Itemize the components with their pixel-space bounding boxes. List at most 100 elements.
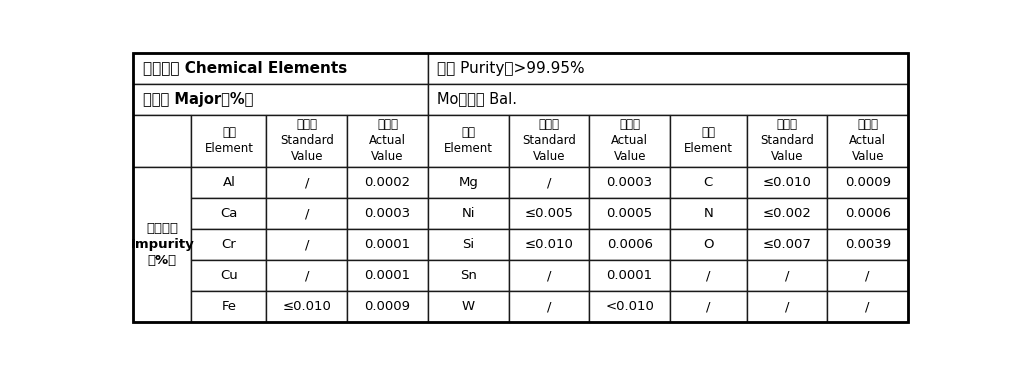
Text: Al: Al bbox=[223, 176, 236, 189]
Bar bbox=[347, 229, 428, 260]
Text: <0.010: <0.010 bbox=[606, 300, 654, 313]
Bar bbox=[589, 198, 670, 229]
Bar bbox=[266, 229, 347, 260]
Text: /: / bbox=[784, 269, 789, 282]
Bar bbox=[747, 115, 827, 167]
Bar bbox=[191, 167, 266, 198]
Bar bbox=[428, 115, 509, 167]
Bar bbox=[747, 198, 827, 229]
Bar bbox=[747, 229, 827, 260]
Text: ≤0.007: ≤0.007 bbox=[763, 238, 812, 251]
Text: /: / bbox=[305, 269, 309, 282]
Text: ≤0.010: ≤0.010 bbox=[282, 300, 331, 313]
Bar bbox=[509, 115, 589, 167]
Bar bbox=[266, 198, 347, 229]
Bar bbox=[191, 291, 266, 322]
Text: /: / bbox=[305, 238, 309, 251]
Bar bbox=[428, 53, 908, 83]
Bar bbox=[347, 198, 428, 229]
Bar bbox=[428, 198, 509, 229]
Text: 实际值
Actual
Value: 实际值 Actual Value bbox=[849, 118, 886, 163]
Bar bbox=[670, 198, 747, 229]
Bar bbox=[747, 167, 827, 198]
Text: 纯度 Purity：>99.95%: 纯度 Purity：>99.95% bbox=[437, 60, 585, 76]
Bar bbox=[133, 115, 191, 167]
Text: /: / bbox=[305, 207, 309, 220]
Bar bbox=[589, 260, 670, 291]
Bar bbox=[670, 291, 747, 322]
Bar bbox=[747, 291, 827, 322]
Text: ≤0.010: ≤0.010 bbox=[763, 176, 812, 189]
Bar bbox=[827, 167, 908, 198]
Bar bbox=[827, 291, 908, 322]
Text: 0.0009: 0.0009 bbox=[365, 300, 410, 313]
Text: 0.0003: 0.0003 bbox=[607, 176, 652, 189]
Bar bbox=[589, 167, 670, 198]
Bar bbox=[266, 260, 347, 291]
Text: 杂质元素
Impurity
（%）: 杂质元素 Impurity （%） bbox=[130, 222, 194, 267]
Text: /: / bbox=[866, 300, 870, 313]
Text: Cr: Cr bbox=[221, 238, 237, 251]
Text: Fe: Fe bbox=[221, 300, 237, 313]
Bar bbox=[827, 260, 908, 291]
Bar bbox=[509, 198, 589, 229]
Text: 0.0001: 0.0001 bbox=[365, 238, 410, 251]
Text: /: / bbox=[706, 300, 710, 313]
Bar bbox=[191, 260, 266, 291]
Text: ≤0.002: ≤0.002 bbox=[763, 207, 812, 220]
Text: 元素
Element: 元素 Element bbox=[444, 127, 493, 155]
Text: Mo：余量 Bal.: Mo：余量 Bal. bbox=[437, 92, 517, 106]
Bar bbox=[191, 229, 266, 260]
Bar bbox=[191, 115, 266, 167]
Bar bbox=[670, 229, 747, 260]
Bar bbox=[747, 260, 827, 291]
Text: /: / bbox=[706, 269, 710, 282]
Bar bbox=[428, 291, 509, 322]
Text: 实际值
Actual
Value: 实际值 Actual Value bbox=[369, 118, 406, 163]
Bar bbox=[347, 167, 428, 198]
Text: 元素
Element: 元素 Element bbox=[204, 127, 253, 155]
Bar bbox=[670, 115, 747, 167]
Text: Sn: Sn bbox=[460, 269, 477, 282]
Text: 0.0006: 0.0006 bbox=[844, 207, 891, 220]
Text: 化学元素 Chemical Elements: 化学元素 Chemical Elements bbox=[142, 60, 347, 76]
Bar bbox=[670, 167, 747, 198]
Text: /: / bbox=[866, 269, 870, 282]
Bar bbox=[428, 167, 509, 198]
Text: O: O bbox=[703, 238, 713, 251]
Bar bbox=[509, 229, 589, 260]
Text: 标准值
Standard
Value: 标准值 Standard Value bbox=[279, 118, 334, 163]
Text: 0.0006: 0.0006 bbox=[607, 238, 652, 251]
Bar bbox=[266, 115, 347, 167]
Text: Si: Si bbox=[462, 238, 474, 251]
Bar bbox=[191, 198, 266, 229]
Bar bbox=[509, 167, 589, 198]
Bar bbox=[827, 229, 908, 260]
Text: Mg: Mg bbox=[458, 176, 479, 189]
Text: 0.0001: 0.0001 bbox=[365, 269, 410, 282]
Text: C: C bbox=[704, 176, 713, 189]
Text: 0.0005: 0.0005 bbox=[607, 207, 652, 220]
Bar bbox=[133, 83, 428, 115]
Text: 0.0003: 0.0003 bbox=[365, 207, 410, 220]
Bar bbox=[133, 53, 428, 83]
Text: N: N bbox=[703, 207, 713, 220]
Bar bbox=[347, 260, 428, 291]
Text: 0.0009: 0.0009 bbox=[844, 176, 891, 189]
Bar bbox=[428, 83, 908, 115]
Text: 0.0002: 0.0002 bbox=[365, 176, 410, 189]
Text: 元素
Element: 元素 Element bbox=[684, 127, 733, 155]
Bar bbox=[670, 260, 747, 291]
Text: ≤0.005: ≤0.005 bbox=[524, 207, 573, 220]
Text: /: / bbox=[547, 176, 552, 189]
Bar bbox=[589, 291, 670, 322]
Bar bbox=[589, 115, 670, 167]
Text: /: / bbox=[547, 269, 552, 282]
Text: 标准值
Standard
Value: 标准值 Standard Value bbox=[522, 118, 576, 163]
Text: Cu: Cu bbox=[220, 269, 238, 282]
Text: /: / bbox=[547, 300, 552, 313]
Bar bbox=[827, 198, 908, 229]
Bar bbox=[509, 291, 589, 322]
Bar bbox=[428, 260, 509, 291]
Text: 0.0001: 0.0001 bbox=[607, 269, 652, 282]
